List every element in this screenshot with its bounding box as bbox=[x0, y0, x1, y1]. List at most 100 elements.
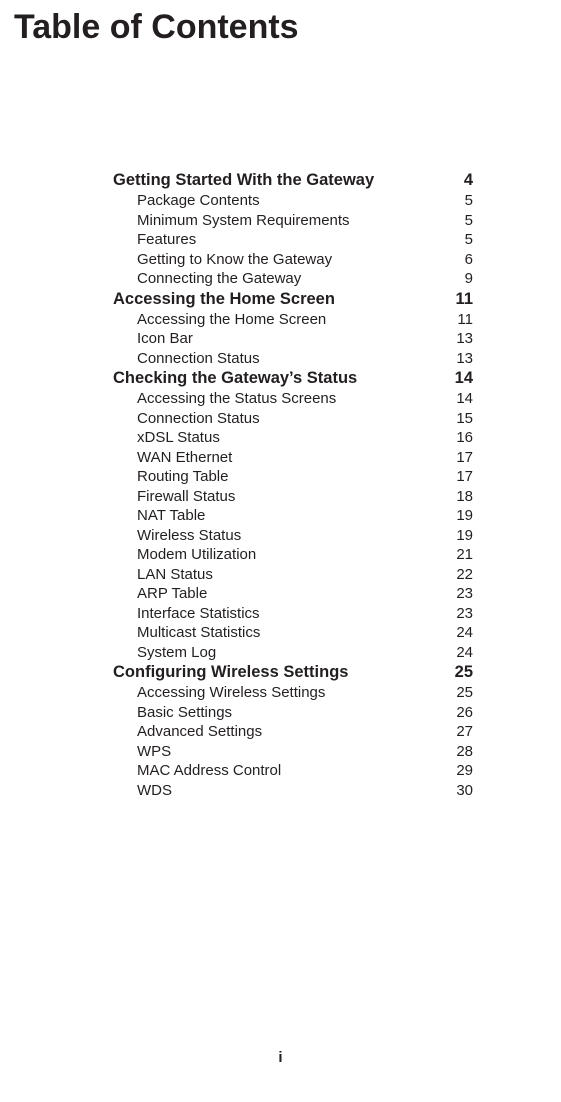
toc-sub-row: MAC Address Control29 bbox=[113, 763, 473, 778]
page-number-folio: i bbox=[0, 1049, 561, 1066]
toc-entry-label: NAT Table bbox=[113, 508, 445, 523]
toc-entry-label: Connection Status bbox=[113, 351, 445, 366]
toc-entry-page: 26 bbox=[445, 705, 473, 720]
toc-entry-label: Connecting the Gateway bbox=[113, 271, 445, 286]
toc-sub-row: NAT Table19 bbox=[113, 508, 473, 523]
toc-sub-row: Modem Utilization21 bbox=[113, 547, 473, 562]
toc-entry-page: 11 bbox=[445, 291, 473, 308]
toc-entry-page: 27 bbox=[445, 724, 473, 739]
toc-entry-label: Basic Settings bbox=[113, 705, 445, 720]
toc-entry-page: 5 bbox=[445, 232, 473, 247]
toc-entry-page: 17 bbox=[445, 450, 473, 465]
toc-entry-page: 24 bbox=[445, 625, 473, 640]
toc-entry-label: Routing Table bbox=[113, 469, 445, 484]
toc-entry-page: 4 bbox=[445, 172, 473, 189]
toc-entry-page: 16 bbox=[445, 430, 473, 445]
toc-entry-label: WAN Ethernet bbox=[113, 450, 445, 465]
toc-sub-row: LAN Status22 bbox=[113, 567, 473, 582]
toc-entry-label: Minimum System Requirements bbox=[113, 213, 445, 228]
toc-sub-row: WPS28 bbox=[113, 744, 473, 759]
toc-entry-page: 14 bbox=[445, 370, 473, 387]
toc-entry-page: 13 bbox=[445, 351, 473, 366]
toc-entry-label: WDS bbox=[113, 783, 445, 798]
toc-entry-page: 21 bbox=[445, 547, 473, 562]
toc-entry-page: 13 bbox=[445, 331, 473, 346]
toc-chapter-row: Checking the Gateway’s Status14 bbox=[113, 370, 473, 387]
page-title: Table of Contents bbox=[14, 8, 299, 47]
toc-entry-page: 23 bbox=[445, 586, 473, 601]
toc-sub-row: System Log24 bbox=[113, 645, 473, 660]
toc-sub-row: Package Contents5 bbox=[113, 193, 473, 208]
toc-entry-page: 19 bbox=[445, 508, 473, 523]
toc-entry-page: 14 bbox=[445, 391, 473, 406]
toc-entry-label: LAN Status bbox=[113, 567, 445, 582]
toc-sub-row: Wireless Status19 bbox=[113, 528, 473, 543]
toc-entry-label: Icon Bar bbox=[113, 331, 445, 346]
toc-entry-page: 22 bbox=[445, 567, 473, 582]
table-of-contents: Getting Started With the Gateway4Package… bbox=[113, 168, 473, 802]
toc-sub-row: Accessing the Status Screens14 bbox=[113, 391, 473, 406]
toc-entry-label: Firewall Status bbox=[113, 489, 445, 504]
toc-entry-label: Wireless Status bbox=[113, 528, 445, 543]
toc-sub-row: Accessing Wireless Settings25 bbox=[113, 685, 473, 700]
toc-entry-page: 25 bbox=[445, 685, 473, 700]
toc-entry-label: MAC Address Control bbox=[113, 763, 445, 778]
toc-entry-label: xDSL Status bbox=[113, 430, 445, 445]
toc-entry-page: 18 bbox=[445, 489, 473, 504]
toc-entry-label: Getting Started With the Gateway bbox=[113, 172, 445, 189]
page: Table of Contents Getting Started With t… bbox=[0, 0, 561, 1102]
toc-sub-row: WDS30 bbox=[113, 783, 473, 798]
toc-entry-page: 24 bbox=[445, 645, 473, 660]
toc-sub-row: Multicast Statistics24 bbox=[113, 625, 473, 640]
toc-sub-row: Advanced Settings27 bbox=[113, 724, 473, 739]
toc-entry-label: Accessing the Status Screens bbox=[113, 391, 445, 406]
toc-sub-row: Connection Status13 bbox=[113, 351, 473, 366]
toc-sub-row: Interface Statistics23 bbox=[113, 606, 473, 621]
toc-entry-label: Multicast Statistics bbox=[113, 625, 445, 640]
toc-entry-page: 28 bbox=[445, 744, 473, 759]
toc-entry-page: 23 bbox=[445, 606, 473, 621]
toc-entry-label: Advanced Settings bbox=[113, 724, 445, 739]
toc-entry-page: 11 bbox=[445, 312, 473, 327]
toc-entry-label: Accessing the Home Screen bbox=[113, 291, 445, 308]
toc-sub-row: ARP Table23 bbox=[113, 586, 473, 601]
toc-entry-label: ARP Table bbox=[113, 586, 445, 601]
toc-entry-page: 5 bbox=[445, 213, 473, 228]
toc-entry-page: 6 bbox=[445, 252, 473, 267]
toc-entry-page: 5 bbox=[445, 193, 473, 208]
toc-entry-page: 25 bbox=[445, 664, 473, 681]
toc-entry-label: Connection Status bbox=[113, 411, 445, 426]
toc-sub-row: WAN Ethernet17 bbox=[113, 450, 473, 465]
toc-entry-page: 15 bbox=[445, 411, 473, 426]
toc-entry-page: 19 bbox=[445, 528, 473, 543]
toc-sub-row: Basic Settings26 bbox=[113, 705, 473, 720]
toc-entry-label: Checking the Gateway’s Status bbox=[113, 370, 445, 387]
toc-sub-row: Getting to Know the Gateway6 bbox=[113, 252, 473, 267]
toc-entry-label: Modem Utilization bbox=[113, 547, 445, 562]
toc-sub-row: Firewall Status18 bbox=[113, 489, 473, 504]
toc-chapter-row: Accessing the Home Screen11 bbox=[113, 291, 473, 308]
toc-entry-label: Accessing Wireless Settings bbox=[113, 685, 445, 700]
toc-chapter-row: Getting Started With the Gateway4 bbox=[113, 172, 473, 189]
toc-sub-row: xDSL Status16 bbox=[113, 430, 473, 445]
toc-sub-row: Icon Bar13 bbox=[113, 331, 473, 346]
toc-entry-page: 29 bbox=[445, 763, 473, 778]
toc-sub-row: Connecting the Gateway9 bbox=[113, 271, 473, 286]
toc-entry-label: Configuring Wireless Settings bbox=[113, 664, 445, 681]
toc-sub-row: Minimum System Requirements5 bbox=[113, 213, 473, 228]
toc-entry-label: Features bbox=[113, 232, 445, 247]
toc-entry-page: 17 bbox=[445, 469, 473, 484]
toc-sub-row: Accessing the Home Screen11 bbox=[113, 312, 473, 327]
toc-sub-row: Features5 bbox=[113, 232, 473, 247]
toc-entry-label: Package Contents bbox=[113, 193, 445, 208]
toc-entry-page: 30 bbox=[445, 783, 473, 798]
toc-chapter-row: Configuring Wireless Settings25 bbox=[113, 664, 473, 681]
toc-entry-label: WPS bbox=[113, 744, 445, 759]
toc-entry-page: 9 bbox=[445, 271, 473, 286]
toc-sub-row: Routing Table17 bbox=[113, 469, 473, 484]
toc-entry-label: Interface Statistics bbox=[113, 606, 445, 621]
toc-entry-label: Getting to Know the Gateway bbox=[113, 252, 445, 267]
toc-sub-row: Connection Status15 bbox=[113, 411, 473, 426]
toc-entry-label: System Log bbox=[113, 645, 445, 660]
toc-entry-label: Accessing the Home Screen bbox=[113, 312, 445, 327]
